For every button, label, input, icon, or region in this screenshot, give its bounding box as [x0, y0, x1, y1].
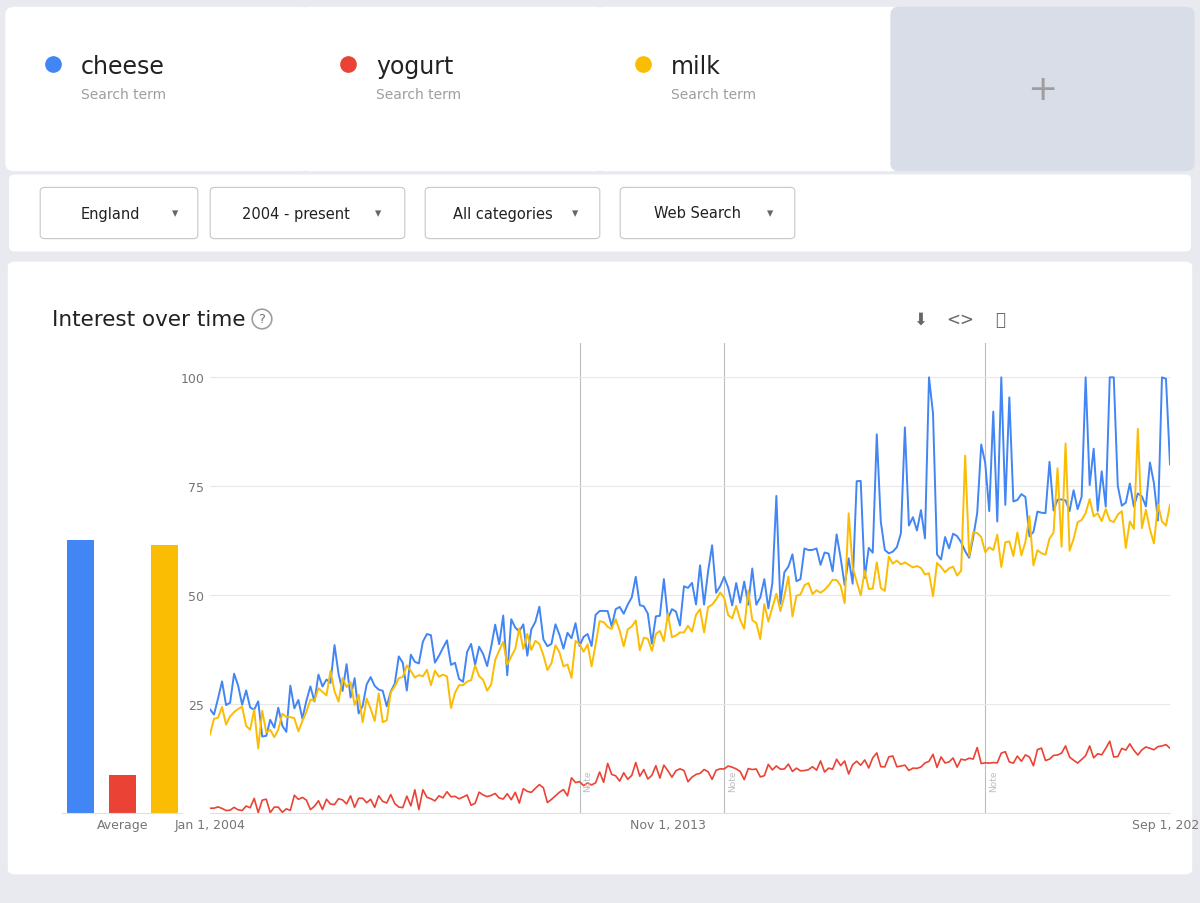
Text: ▾: ▾ — [767, 208, 773, 220]
Text: yogurt: yogurt — [376, 55, 454, 79]
Text: +: + — [1027, 73, 1057, 107]
Bar — [67, 540, 94, 813]
Text: Search term: Search term — [376, 88, 461, 102]
Text: ▾: ▾ — [172, 208, 179, 220]
Bar — [151, 545, 178, 813]
Text: Web Search: Web Search — [654, 206, 742, 221]
Text: milk: milk — [671, 55, 721, 79]
Text: All categories: All categories — [452, 206, 552, 221]
Text: Search term: Search term — [671, 88, 756, 102]
Text: Note: Note — [583, 769, 593, 791]
Text: Note: Note — [989, 769, 998, 791]
Bar — [109, 775, 136, 813]
Text: ?: ? — [258, 313, 265, 326]
Text: cheese: cheese — [82, 55, 164, 79]
Text: ▾: ▾ — [572, 208, 578, 220]
Text: ⬇: ⬇ — [913, 311, 926, 329]
Text: Interest over time: Interest over time — [52, 310, 246, 330]
Text: ▾: ▾ — [374, 208, 380, 220]
Text: Search term: Search term — [82, 88, 166, 102]
Text: England: England — [80, 206, 140, 221]
Text: ⤢: ⤢ — [995, 311, 1006, 329]
Text: Note: Note — [728, 769, 737, 791]
Text: <>: <> — [946, 311, 974, 329]
Text: 2004 - present: 2004 - present — [242, 206, 350, 221]
